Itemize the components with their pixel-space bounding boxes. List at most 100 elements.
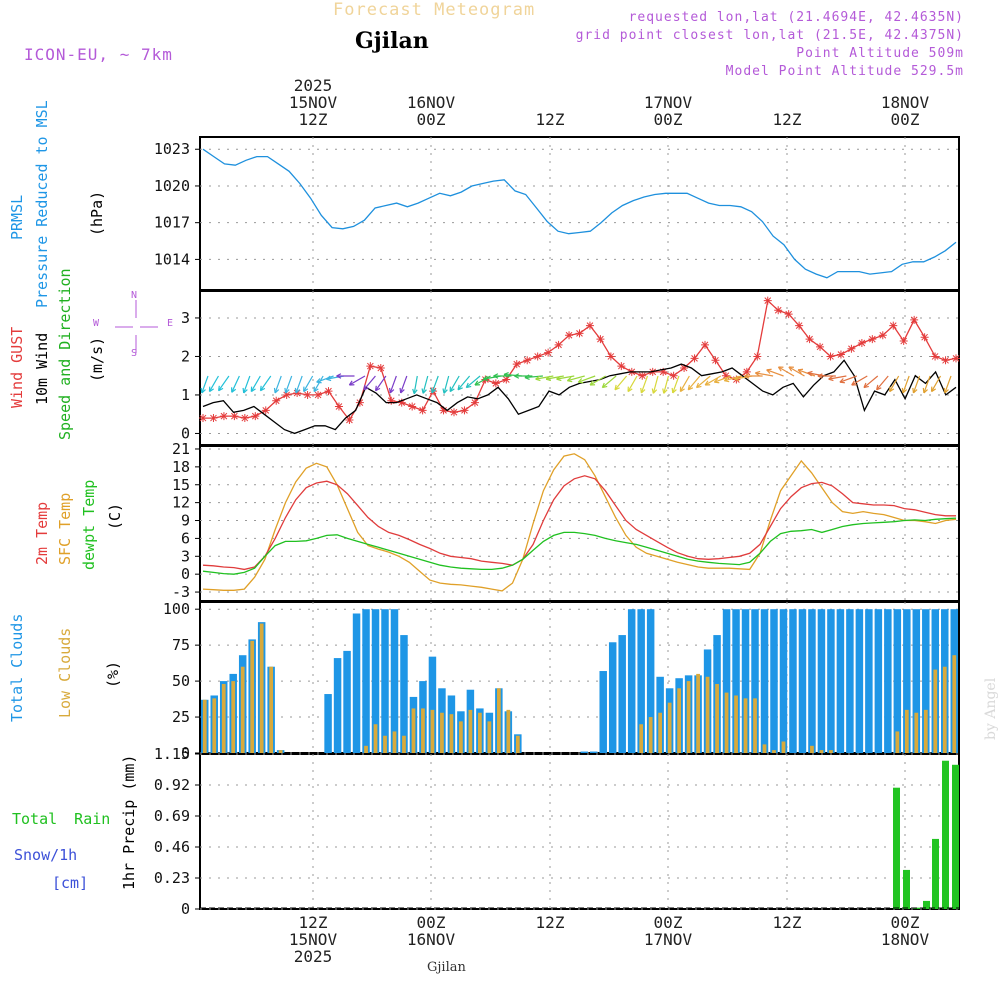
- gust-point: [931, 352, 940, 361]
- bar-total-clouds: [865, 609, 873, 753]
- wind-arrow: [231, 375, 240, 393]
- bar-low-clouds: [392, 731, 397, 753]
- wind-arrow: [274, 375, 282, 394]
- top-axis-label: 2025 15NOV 12Z: [273, 77, 353, 128]
- gust-point: [523, 356, 532, 365]
- wind-arrow-head: [828, 375, 834, 382]
- temp-ytick-label: 9: [181, 512, 190, 530]
- wind-arrow: [902, 375, 910, 394]
- bar-rain: [952, 764, 959, 909]
- wind-arrow-head: [442, 388, 448, 394]
- precip-ytick-label: 0.92: [154, 776, 190, 794]
- wind-arrow-head: [503, 372, 509, 378]
- bar-rain: [932, 838, 939, 909]
- wind-arrow: [755, 372, 774, 377]
- model-label: ICON-EU, ~ 7km: [24, 45, 173, 64]
- wind-arrow: [672, 375, 680, 394]
- top-axis-label-line: [747, 94, 827, 111]
- top-axis-label-line: 00Z: [416, 110, 446, 129]
- gust-point: [397, 398, 406, 407]
- bar-total-clouds: [903, 609, 911, 753]
- wind-arrow-head: [851, 380, 857, 386]
- bar-low-clouds: [430, 709, 435, 753]
- gust-point: [585, 321, 594, 330]
- footer-location: Gjilan: [427, 960, 466, 975]
- bar-total-clouds: [608, 642, 617, 753]
- wind-ytick-label: 2: [181, 347, 190, 365]
- wind-arrow-head: [797, 368, 804, 374]
- wind-arrow-head: [231, 387, 237, 393]
- wind-arrow-head: [863, 382, 869, 389]
- top-axis-label: 18NOV 00Z: [865, 77, 945, 128]
- bar-low-clouds: [952, 655, 957, 753]
- gust-point: [554, 340, 563, 349]
- bar-total-clouds: [428, 656, 437, 753]
- wind-arrow-head: [839, 378, 845, 384]
- gust-point: [826, 352, 835, 361]
- top-axis-label-line: 12Z: [535, 110, 565, 129]
- temp-ytick-label: 12: [172, 494, 190, 512]
- bar-low-clouds: [667, 702, 672, 753]
- bar-total-clouds: [760, 609, 769, 753]
- wind-arrow: [250, 375, 261, 392]
- gust-point: [418, 406, 427, 415]
- watermark: by Angel: [983, 677, 999, 740]
- wind-arrow-head: [313, 386, 319, 393]
- gust-point: [868, 335, 877, 344]
- gust-point: [199, 414, 207, 423]
- label-percent: (%): [104, 660, 122, 688]
- precip-ytick-label: 0.69: [154, 807, 190, 825]
- top-axis-label-line: 00Z: [890, 110, 920, 129]
- wind-arrow: [797, 369, 816, 377]
- model-altitude: Model Point Altitude 529.5m: [725, 64, 964, 79]
- label-total-clouds: Total Clouds: [8, 613, 26, 722]
- wind-arrow-head: [744, 373, 750, 379]
- dewpt-line: [202, 517, 957, 575]
- wind-arrow: [614, 375, 628, 391]
- gust-point: [491, 379, 500, 388]
- bottom-axis-label-line: 00Z: [890, 913, 920, 932]
- temp-ytick-label: 0: [181, 565, 190, 583]
- wind-arrow: [696, 375, 711, 389]
- bar-total-clouds: [732, 609, 740, 753]
- bar-total-clouds: [855, 609, 864, 753]
- wind-arrow: [524, 375, 543, 379]
- bar-rain: [942, 760, 949, 909]
- wind-arrow-head: [259, 385, 266, 392]
- gust-point: [680, 364, 689, 372]
- bar-rain: [893, 787, 900, 909]
- wind-arrow-head: [389, 387, 395, 394]
- gust-point: [596, 335, 605, 344]
- clouds-ytick-label: 50: [172, 672, 190, 690]
- wind-arrow-head: [200, 387, 206, 394]
- bar-low-clouds: [269, 666, 274, 753]
- gust-point: [606, 352, 615, 361]
- top-axis-label-line: [391, 77, 471, 94]
- bottom-axis-label-line: 15NOV: [288, 930, 338, 949]
- bar-total-clouds: [390, 609, 399, 753]
- bar-total-clouds: [627, 609, 636, 753]
- top-axis-label-line: 17NOV: [643, 93, 693, 112]
- wind-arrow-head: [755, 370, 761, 377]
- wind-arrow-head: [284, 387, 290, 394]
- bar-low-clouds: [250, 640, 255, 753]
- gust-point: [711, 356, 720, 365]
- bar-low-clouds: [715, 683, 719, 753]
- label-pressure: Pressure Reduced to MSL: [33, 100, 51, 308]
- top-axis-label: 17NOV 00Z: [628, 77, 708, 128]
- clouds-ytick-label: 75: [172, 636, 190, 654]
- wind-arrow: [218, 375, 230, 392]
- bar-total-clouds: [637, 609, 645, 753]
- bar-low-clouds: [364, 745, 368, 753]
- bar-low-clouds: [402, 735, 406, 753]
- bar-total-clouds: [912, 609, 921, 753]
- wind-arrow: [413, 375, 418, 394]
- wind-arrow-head: [545, 375, 552, 382]
- bar-total-clouds: [827, 609, 835, 753]
- wind-arrow: [465, 375, 481, 389]
- bar-total-clouds: [722, 609, 731, 753]
- wind-arrow-head: [577, 378, 584, 384]
- wind-arrow-head: [556, 375, 562, 382]
- bottom-axis-label-line: [865, 948, 945, 965]
